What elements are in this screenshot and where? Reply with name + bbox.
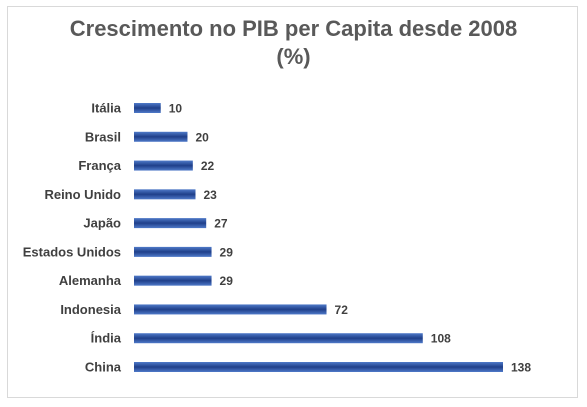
bar-alemanha (134, 275, 212, 286)
category-label-china: China (85, 360, 122, 375)
bar-italia (134, 103, 161, 113)
category-label-indonesia: Indonesia (60, 302, 121, 317)
bar-japao (134, 218, 207, 229)
data-label-indonesia: 72 (335, 303, 349, 317)
bar-brasil (134, 131, 188, 142)
category-label-franca: França (78, 158, 121, 173)
category-label-reino-unido: Reino Unido (44, 187, 121, 202)
bar-indonesia (134, 304, 327, 315)
category-label-japao: Japão (83, 216, 121, 231)
category-label-estados-unidos: Estados Unidos (23, 244, 121, 259)
data-label-brasil: 20 (195, 130, 209, 144)
category-label-india: Índia (91, 331, 122, 346)
bar-franca (134, 160, 193, 171)
chart-title: Crescimento no PIB per Capita desde 2008… (0, 15, 587, 71)
data-label-alemanha: 29 (220, 274, 234, 288)
chart-title-line-1: Crescimento no PIB per Capita desde 2008 (69, 16, 518, 41)
category-label-italia: Itália (91, 101, 121, 116)
chart-title-line-2: (%) (276, 44, 311, 69)
bar-china (134, 362, 503, 372)
category-label-brasil: Brasil (85, 129, 121, 144)
data-label-reino-unido: 23 (204, 188, 218, 202)
data-label-italia: 10 (169, 102, 183, 116)
data-label-estados-unidos: 29 (220, 245, 234, 259)
bar-estados-unidos (134, 246, 212, 257)
data-label-japao: 27 (214, 217, 228, 231)
data-label-india: 108 (431, 332, 451, 346)
bars-group: Itália 10 Brasil 20 França 22 Reino Unido 23 Jap… (23, 101, 532, 375)
bar-reino-unido (134, 189, 196, 200)
bar-india (134, 333, 423, 344)
category-label-alemanha: Alemanha (59, 273, 122, 288)
data-label-china: 138 (511, 361, 531, 375)
chart-frame (7, 6, 578, 398)
data-label-franca: 22 (201, 159, 215, 173)
